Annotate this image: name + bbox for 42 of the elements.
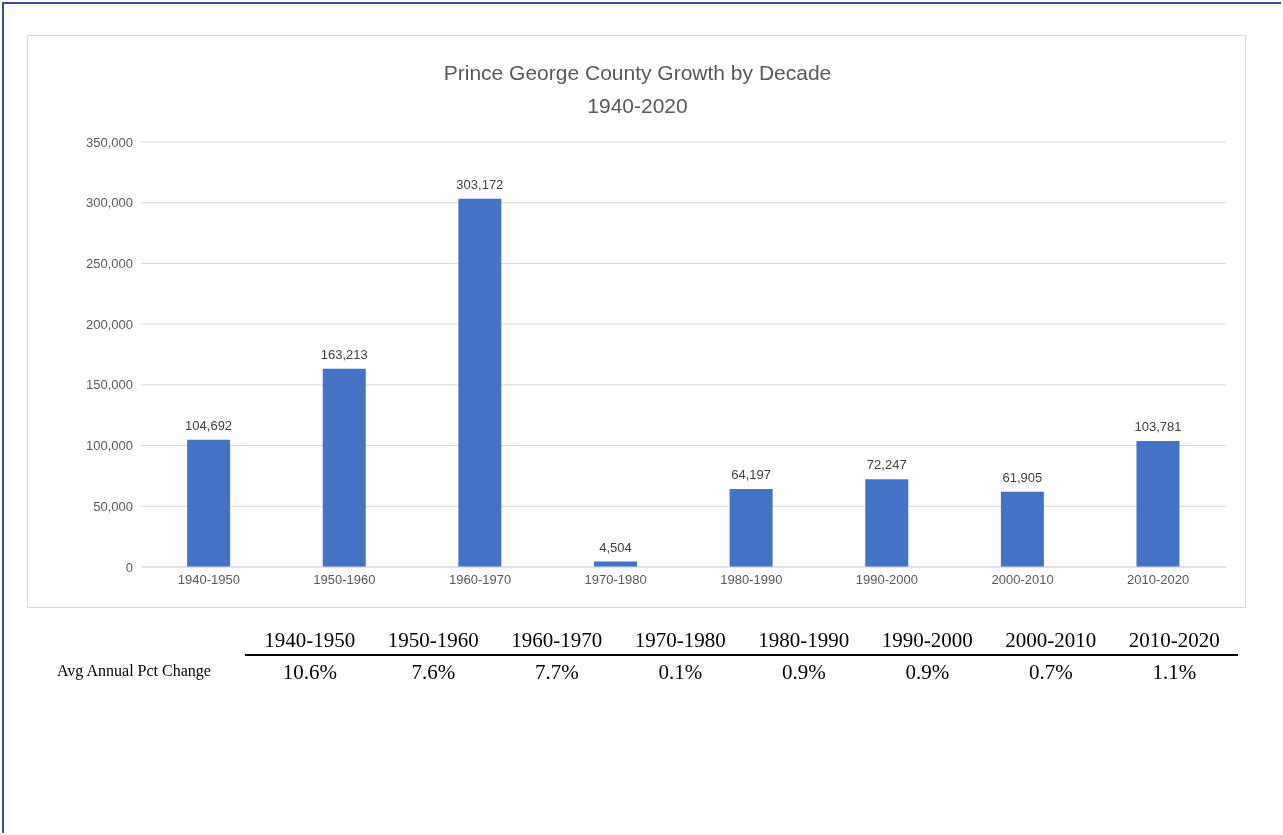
category-label: 1950-1960: [387, 628, 479, 652]
x-tick-label: 1950-1960: [313, 572, 376, 588]
x-tick-label: 2010-2020: [1127, 572, 1190, 588]
text: 0.7%: [1027, 660, 1074, 685]
text: 10.6%: [281, 660, 338, 685]
text: 0.9%: [780, 660, 827, 685]
data-label: 103,781: [1134, 418, 1182, 434]
data-label: 4,504: [599, 539, 632, 555]
chart-title: Prince George County Growth by Decade 1940-2020: [442, 60, 833, 119]
y-tick-label: 250,000: [86, 256, 133, 272]
text: 0.9%: [904, 660, 951, 685]
y-tick-label: 150,000: [86, 377, 133, 393]
data-label: 163,213: [320, 346, 368, 362]
category-label: 1940-1950: [264, 628, 356, 652]
x-tick-label: 1970-1980: [584, 572, 647, 588]
text: Avg Annual Pct Change: [57, 662, 211, 680]
category-label: 1960-1970: [511, 628, 603, 652]
x-tick-label: 1960-1970: [448, 572, 512, 588]
x-tick-label: 2000-2010: [991, 572, 1054, 588]
category-label: 1990-2000: [881, 628, 973, 652]
y-tick-label: 200,000: [86, 316, 133, 332]
category-label: 1970-1980: [634, 628, 726, 652]
y-tick-label: 300,000: [86, 195, 133, 211]
data-label: 72,247: [866, 457, 907, 473]
y-tick-label: 0: [125, 559, 133, 575]
y-tick-label: 100,000: [86, 438, 133, 454]
category-label: 2010-2020: [1128, 628, 1220, 652]
x-tick-label: 1980-1990: [720, 572, 783, 588]
data-label: 61,905: [1002, 469, 1043, 485]
x-tick-label: 1940-1950: [177, 572, 240, 588]
data-label: 104,692: [185, 417, 233, 433]
text: 0.1%: [657, 660, 704, 685]
text: 7.7%: [533, 660, 580, 685]
text: 1.1%: [1151, 660, 1198, 685]
y-tick-label: 350,000: [86, 134, 133, 150]
data-label: 303,172: [456, 176, 504, 192]
y-tick-label: 50,000: [93, 498, 133, 514]
text: 7.6%: [410, 660, 457, 685]
category-label: 1980-1990: [758, 628, 850, 652]
x-tick-label: 1990-2000: [855, 572, 919, 588]
category-label: 2000-2010: [1005, 628, 1097, 652]
data-label: 64,197: [731, 467, 771, 483]
